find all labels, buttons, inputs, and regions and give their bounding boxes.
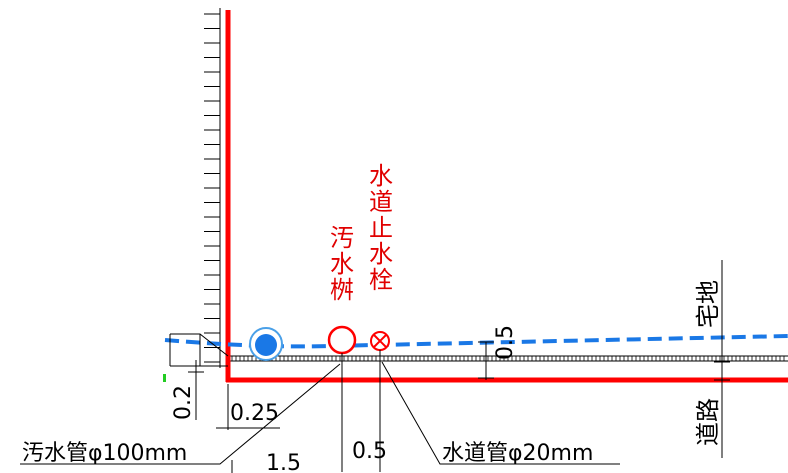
depth-dimension-right [478,341,494,380]
vertical-label-char: 汚 [330,224,354,252]
road-label: 道路 [694,398,722,446]
vertical-label-char: 止 [369,214,393,242]
green-marker [163,374,166,382]
sewer-basin-label: 汚水桝 [330,224,354,304]
water-pipe-label: 水道管φ20mm [442,441,593,466]
sewer-pipe-leader [20,363,341,465]
red-circle-icon [327,325,357,355]
vertical-label-char: 水 [369,240,393,268]
vertical-label-char: 水 [330,250,354,278]
residential-land-label: 宅地 [694,280,722,328]
sewer-pipe-label: 汚水管φ100mm [22,441,187,466]
water-pipe-leader [381,361,620,465]
vertical-label-char: 道 [369,188,393,216]
dim-0-5-bottom: 0.5 [352,439,387,464]
left-corner-bracket [169,333,229,367]
dim-1-5: 1.5 [266,451,301,473]
blue-manhole-icon [249,327,283,361]
road-boundary-hatch [228,355,788,362]
boundary-arrow [714,260,730,458]
vertical-label-char: 栓 [369,266,393,294]
vertical-label-char: 水 [369,162,393,190]
depth-dimension [188,360,204,420]
left-scale-ruler [204,8,221,368]
vertical-label-char: 桝 [330,276,354,304]
dim-0-25: 0.25 [230,401,279,426]
dim-0-5-right: 0.5 [493,325,518,360]
offset-dimension [216,384,280,430]
red-circle-x-icon [370,331,390,351]
dim-0-2: 0.2 [171,385,196,420]
